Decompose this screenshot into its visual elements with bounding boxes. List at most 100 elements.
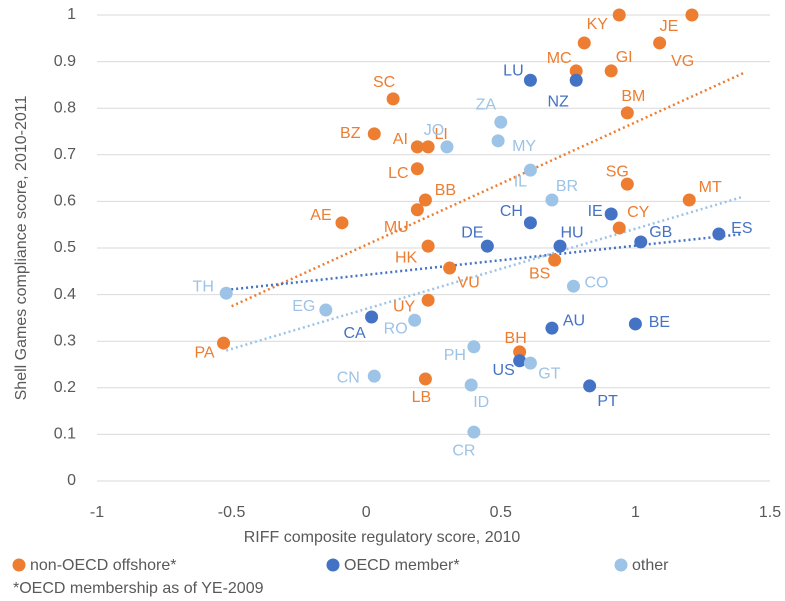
point (548, 253, 562, 267)
point-label: CN (337, 369, 360, 386)
point (682, 193, 696, 207)
x-tick-label: -0.5 (218, 504, 246, 521)
point-label: UY (393, 298, 416, 315)
y-tick-label: 0.6 (54, 193, 76, 210)
point (523, 356, 537, 370)
point-label: CR (452, 442, 475, 459)
point (365, 310, 379, 324)
point (410, 140, 424, 154)
point (553, 239, 567, 253)
point-label: LC (388, 165, 408, 182)
point (604, 207, 618, 221)
point (491, 134, 505, 148)
point-label: LI (434, 126, 447, 143)
point (583, 379, 597, 393)
point (612, 8, 626, 22)
point-label: BR (556, 178, 578, 195)
y-tick-label: 0.7 (54, 146, 76, 163)
point-label: BZ (340, 125, 361, 142)
point-label: VU (458, 274, 480, 291)
point-label: BE (649, 314, 670, 331)
point (418, 193, 432, 207)
point-label: MU (384, 219, 409, 236)
point-label: KY (587, 16, 609, 33)
y-tick-label: 0.1 (54, 426, 76, 443)
point-label: CO (584, 274, 608, 291)
legend-marker (12, 558, 26, 572)
point (634, 235, 648, 249)
point (217, 336, 231, 350)
y-axis-title: Shell Games compliance score, 2010-2011 (13, 96, 30, 401)
legend-label: non-OECD offshore* (30, 557, 176, 574)
y-tick-label: 0 (67, 472, 76, 489)
point (612, 221, 626, 235)
point-label: HU (560, 224, 583, 241)
point-label: TH (193, 278, 214, 295)
point-label: AE (310, 207, 331, 224)
point (545, 193, 559, 207)
point (386, 92, 400, 106)
point (577, 36, 591, 50)
y-tick-label: 0.4 (54, 286, 76, 303)
legend-label: OECD member* (344, 557, 460, 574)
point (467, 425, 481, 439)
point-label: IE (588, 203, 603, 220)
point (513, 354, 527, 368)
point (712, 227, 726, 241)
point-label: BB (435, 182, 456, 199)
y-tick-label: 0.3 (54, 332, 76, 349)
point (410, 203, 424, 217)
point-label: LU (503, 62, 523, 79)
point-label: ES (731, 220, 752, 237)
point (523, 163, 537, 177)
point-label: EG (292, 298, 315, 315)
point-label: CH (500, 203, 523, 220)
point-label: GI (616, 49, 633, 66)
point-label: BS (529, 265, 550, 282)
y-tick-label: 0.2 (54, 379, 76, 396)
point-label: JO (424, 122, 444, 139)
point-label: CA (343, 325, 366, 342)
point-label: ZA (476, 96, 497, 113)
point (653, 36, 667, 50)
point-label: BH (505, 330, 527, 347)
point-label: AU (563, 312, 585, 329)
point (545, 321, 559, 335)
point (604, 64, 618, 78)
point (410, 162, 424, 176)
point (494, 115, 508, 129)
legend-marker (326, 558, 340, 572)
y-tick-label: 0.5 (54, 239, 76, 256)
point (569, 64, 583, 78)
point (440, 140, 454, 154)
point-label: PT (597, 393, 618, 410)
point-label: LB (412, 389, 432, 406)
point (367, 369, 381, 383)
point (480, 239, 494, 253)
point-label: RO (384, 320, 408, 337)
point (335, 216, 349, 230)
point (421, 140, 435, 154)
trendline (231, 72, 744, 308)
y-tick-label: 0.8 (54, 99, 76, 116)
point-label: ID (473, 394, 489, 411)
x-tick-label: 0.5 (490, 504, 512, 521)
point (628, 317, 642, 331)
point-label: NZ (548, 93, 570, 110)
point (523, 73, 537, 87)
point (421, 239, 435, 253)
point-label: HK (395, 249, 418, 266)
point (418, 372, 432, 386)
point-label: CY (627, 204, 650, 221)
legend-marker (614, 558, 628, 572)
point-label: VG (671, 53, 694, 70)
point-label: PA (194, 344, 214, 361)
point-label: AI (393, 131, 408, 148)
point (685, 8, 699, 22)
legend-label: other (632, 557, 669, 574)
point-label: DE (461, 224, 483, 241)
y-tick-label: 0.9 (54, 53, 76, 70)
point-label: IL (514, 173, 527, 190)
point (566, 279, 580, 293)
